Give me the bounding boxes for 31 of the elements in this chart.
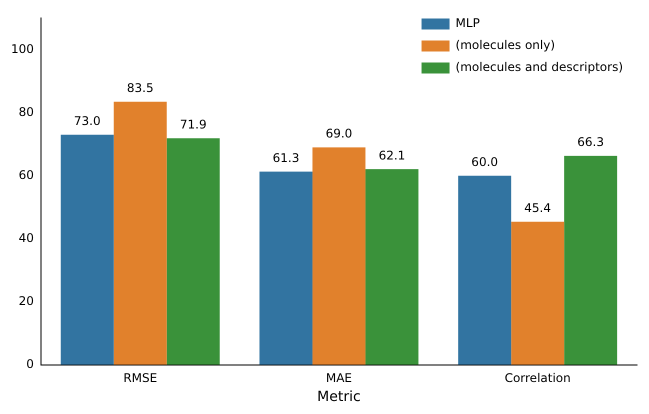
legend-label: (molecules and descriptors) — [456, 60, 624, 74]
data-label: 73.0 — [74, 114, 101, 128]
y-tick-label: 80 — [18, 104, 34, 119]
bar — [114, 102, 167, 365]
y-tick-label: 40 — [18, 230, 34, 245]
data-label: 83.5 — [126, 80, 154, 95]
data-label: 69.0 — [326, 126, 352, 141]
x-tick-label: RMSE — [123, 371, 158, 386]
legend-label: MLP — [456, 16, 480, 30]
data-label: 62.1 — [378, 148, 406, 162]
y-tick-label: 20 — [18, 294, 34, 308]
x-tick-label: MAE — [326, 371, 352, 386]
bar — [60, 134, 114, 365]
bar — [511, 222, 564, 365]
y-tick-label: 60 — [18, 168, 34, 182]
data-label: 61.3 — [272, 150, 300, 165]
data-label: 45.4 — [524, 200, 552, 215]
data-label: 66.3 — [577, 135, 604, 150]
data-label: 71.9 — [180, 117, 207, 132]
y-tick-label: 100 — [11, 42, 34, 56]
bar — [564, 156, 618, 365]
x-tick-label: Correlation — [504, 371, 571, 386]
x-axis-title: Metric — [317, 389, 361, 406]
bar — [458, 176, 512, 365]
data-label: 60.0 — [471, 154, 498, 169]
bar — [259, 172, 312, 365]
bar — [312, 147, 366, 365]
y-tick-label: 0 — [26, 356, 34, 371]
bar — [365, 169, 418, 365]
legend-label: (molecules only) — [456, 38, 556, 52]
bar — [166, 138, 220, 365]
